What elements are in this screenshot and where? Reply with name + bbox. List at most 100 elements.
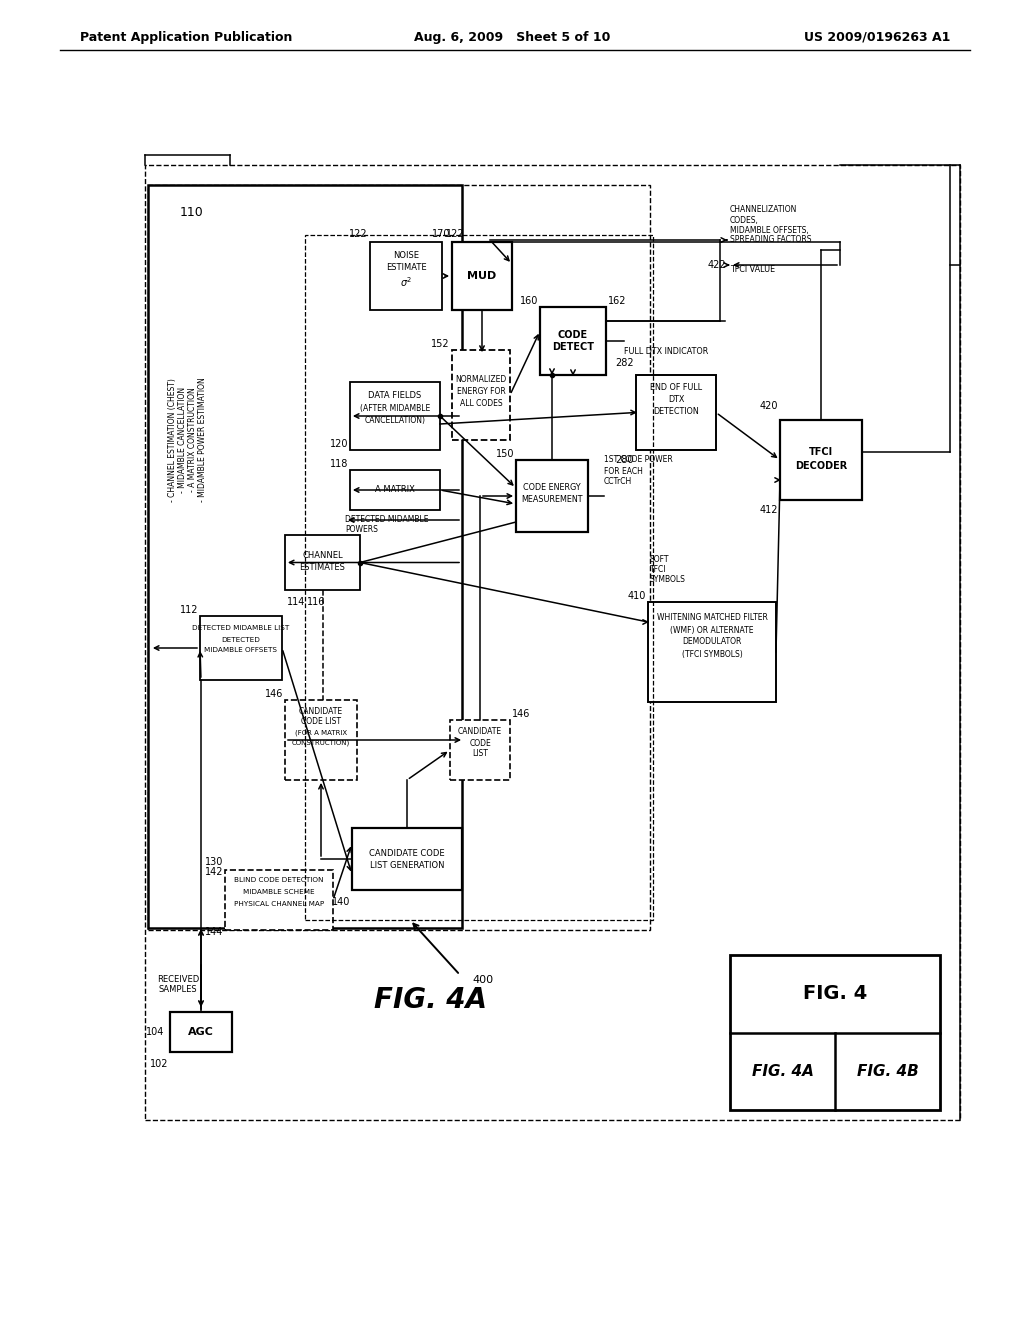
- Text: FIG. 4A: FIG. 4A: [752, 1064, 813, 1078]
- Bar: [370, 242, 442, 310]
- Text: RECEIVED: RECEIVED: [157, 975, 199, 985]
- Text: ESTIMATE: ESTIMATE: [386, 264, 426, 272]
- Text: LIST GENERATION: LIST GENERATION: [370, 861, 444, 870]
- Bar: [145, 165, 961, 1119]
- Text: TFCI: TFCI: [650, 565, 667, 574]
- Bar: [225, 870, 333, 931]
- Text: 118: 118: [330, 459, 348, 469]
- Text: DETECTED MIDAMBLE LIST: DETECTED MIDAMBLE LIST: [193, 624, 290, 631]
- Text: DETECTED MIDAMBLE: DETECTED MIDAMBLE: [345, 516, 428, 524]
- Text: CANDIDATE: CANDIDATE: [299, 708, 343, 717]
- Text: 422: 422: [708, 260, 726, 271]
- Text: 116: 116: [307, 597, 326, 607]
- Bar: [350, 470, 440, 510]
- Text: DETECTION: DETECTION: [653, 407, 698, 416]
- Bar: [452, 242, 512, 310]
- Text: MIDAMBLE SCHEME: MIDAMBLE SCHEME: [243, 888, 314, 895]
- Bar: [305, 235, 653, 920]
- Text: CONSTRUCTION): CONSTRUCTION): [292, 739, 350, 746]
- Text: 412: 412: [760, 506, 778, 515]
- Text: DETECT: DETECT: [552, 342, 594, 352]
- Text: CANCELLATION): CANCELLATION): [365, 416, 426, 425]
- Text: 150: 150: [496, 449, 514, 459]
- Text: SOFT: SOFT: [650, 556, 670, 565]
- Text: 112: 112: [179, 605, 198, 615]
- Text: - A MATRIX CONSTRUCTION: - A MATRIX CONSTRUCTION: [188, 388, 197, 492]
- Bar: [148, 185, 462, 928]
- Text: FULL DTX INDICATOR: FULL DTX INDICATOR: [624, 347, 709, 356]
- Text: Patent Application Publication: Patent Application Publication: [80, 30, 293, 44]
- Text: DEMODULATOR: DEMODULATOR: [682, 638, 741, 647]
- Bar: [452, 350, 510, 440]
- Text: LIST: LIST: [472, 750, 488, 759]
- Bar: [285, 535, 360, 590]
- Text: MUD: MUD: [467, 271, 497, 281]
- Bar: [730, 954, 940, 1110]
- Text: A MATRIX: A MATRIX: [375, 486, 415, 495]
- Text: NOISE: NOISE: [393, 252, 419, 260]
- Text: CODE: CODE: [558, 330, 588, 341]
- Text: 102: 102: [150, 1059, 168, 1069]
- Text: MEASUREMENT: MEASUREMENT: [521, 495, 583, 504]
- Text: FIG. 4: FIG. 4: [803, 985, 867, 1003]
- Text: FOR EACH: FOR EACH: [604, 466, 643, 475]
- Text: US 2009/0196263 A1: US 2009/0196263 A1: [804, 30, 950, 44]
- Bar: [780, 420, 862, 500]
- Text: 146: 146: [264, 689, 283, 700]
- Text: 142: 142: [205, 867, 223, 876]
- Text: 410: 410: [628, 591, 646, 601]
- Text: 160: 160: [519, 296, 538, 306]
- Text: SPREADING FACTORS: SPREADING FACTORS: [730, 235, 811, 244]
- Text: - CHANNEL ESTIMATION (CHEST): - CHANNEL ESTIMATION (CHEST): [168, 378, 177, 502]
- Bar: [516, 459, 588, 532]
- Bar: [352, 828, 462, 890]
- Text: 104: 104: [146, 1027, 165, 1038]
- Text: - MIDAMBLE POWER ESTIMATION: - MIDAMBLE POWER ESTIMATION: [198, 378, 207, 503]
- Text: MIDAMBLE OFFSETS: MIDAMBLE OFFSETS: [205, 647, 278, 653]
- Text: $\sigma^2$: $\sigma^2$: [400, 275, 412, 289]
- Text: ALL CODES: ALL CODES: [460, 400, 503, 408]
- Text: 400: 400: [472, 975, 494, 985]
- Text: 140: 140: [332, 898, 350, 907]
- Text: 144: 144: [205, 927, 223, 937]
- Text: (WMF) OR ALTERNATE: (WMF) OR ALTERNATE: [671, 626, 754, 635]
- Bar: [148, 185, 650, 931]
- Text: 114: 114: [287, 597, 305, 607]
- Text: AGC: AGC: [188, 1027, 214, 1038]
- Bar: [200, 616, 282, 680]
- Bar: [636, 375, 716, 450]
- Text: CODE ENERGY: CODE ENERGY: [523, 483, 581, 492]
- Text: BLIND CODE DETECTION: BLIND CODE DETECTION: [234, 876, 324, 883]
- Text: DECODER: DECODER: [795, 461, 847, 471]
- Text: FIG. 4B: FIG. 4B: [857, 1064, 919, 1078]
- Bar: [540, 308, 606, 375]
- Text: MIDAMBLE OFFSETS,: MIDAMBLE OFFSETS,: [730, 226, 809, 235]
- Text: - MIDAMBLE CANCELLATION: - MIDAMBLE CANCELLATION: [178, 387, 187, 494]
- Text: TFCI: TFCI: [809, 447, 834, 457]
- Text: 146: 146: [512, 709, 530, 719]
- Text: FIG. 4A: FIG. 4A: [374, 986, 486, 1014]
- Text: CHANNEL: CHANNEL: [302, 550, 343, 560]
- Text: CODES,: CODES,: [730, 215, 759, 224]
- Text: TFCI VALUE: TFCI VALUE: [730, 265, 775, 275]
- Text: CCTrCH: CCTrCH: [604, 478, 632, 487]
- Bar: [285, 700, 357, 780]
- Text: 280: 280: [615, 455, 634, 465]
- Text: (AFTER MIDAMBLE: (AFTER MIDAMBLE: [359, 404, 430, 412]
- Text: 1ST CODE POWER: 1ST CODE POWER: [604, 455, 673, 465]
- Bar: [350, 381, 440, 450]
- Text: DATA FIELDS: DATA FIELDS: [369, 392, 422, 400]
- Text: 122: 122: [349, 228, 368, 239]
- Text: 152: 152: [431, 339, 450, 348]
- Bar: [450, 719, 510, 780]
- Text: 420: 420: [760, 401, 778, 411]
- Text: NORMALIZED: NORMALIZED: [456, 375, 507, 384]
- Bar: [648, 602, 776, 702]
- Text: WHITENING MATCHED FILTER: WHITENING MATCHED FILTER: [656, 614, 767, 623]
- Text: END OF FULL: END OF FULL: [650, 383, 702, 392]
- Text: 110: 110: [180, 206, 204, 219]
- Text: DTX: DTX: [668, 395, 684, 404]
- Text: POWERS: POWERS: [345, 525, 378, 535]
- Text: 170: 170: [431, 228, 450, 239]
- Text: 130: 130: [205, 857, 223, 867]
